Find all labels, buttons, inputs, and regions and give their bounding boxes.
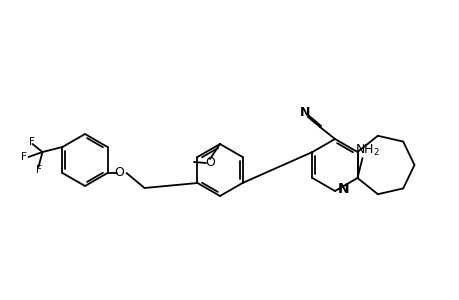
Text: O: O xyxy=(205,157,214,169)
Text: F: F xyxy=(35,165,41,175)
Text: NH$_2$: NH$_2$ xyxy=(354,142,379,158)
Text: O: O xyxy=(114,167,124,179)
Text: N: N xyxy=(299,106,309,118)
Text: F: F xyxy=(28,137,34,147)
Text: F: F xyxy=(21,152,26,162)
Text: N: N xyxy=(337,182,349,196)
